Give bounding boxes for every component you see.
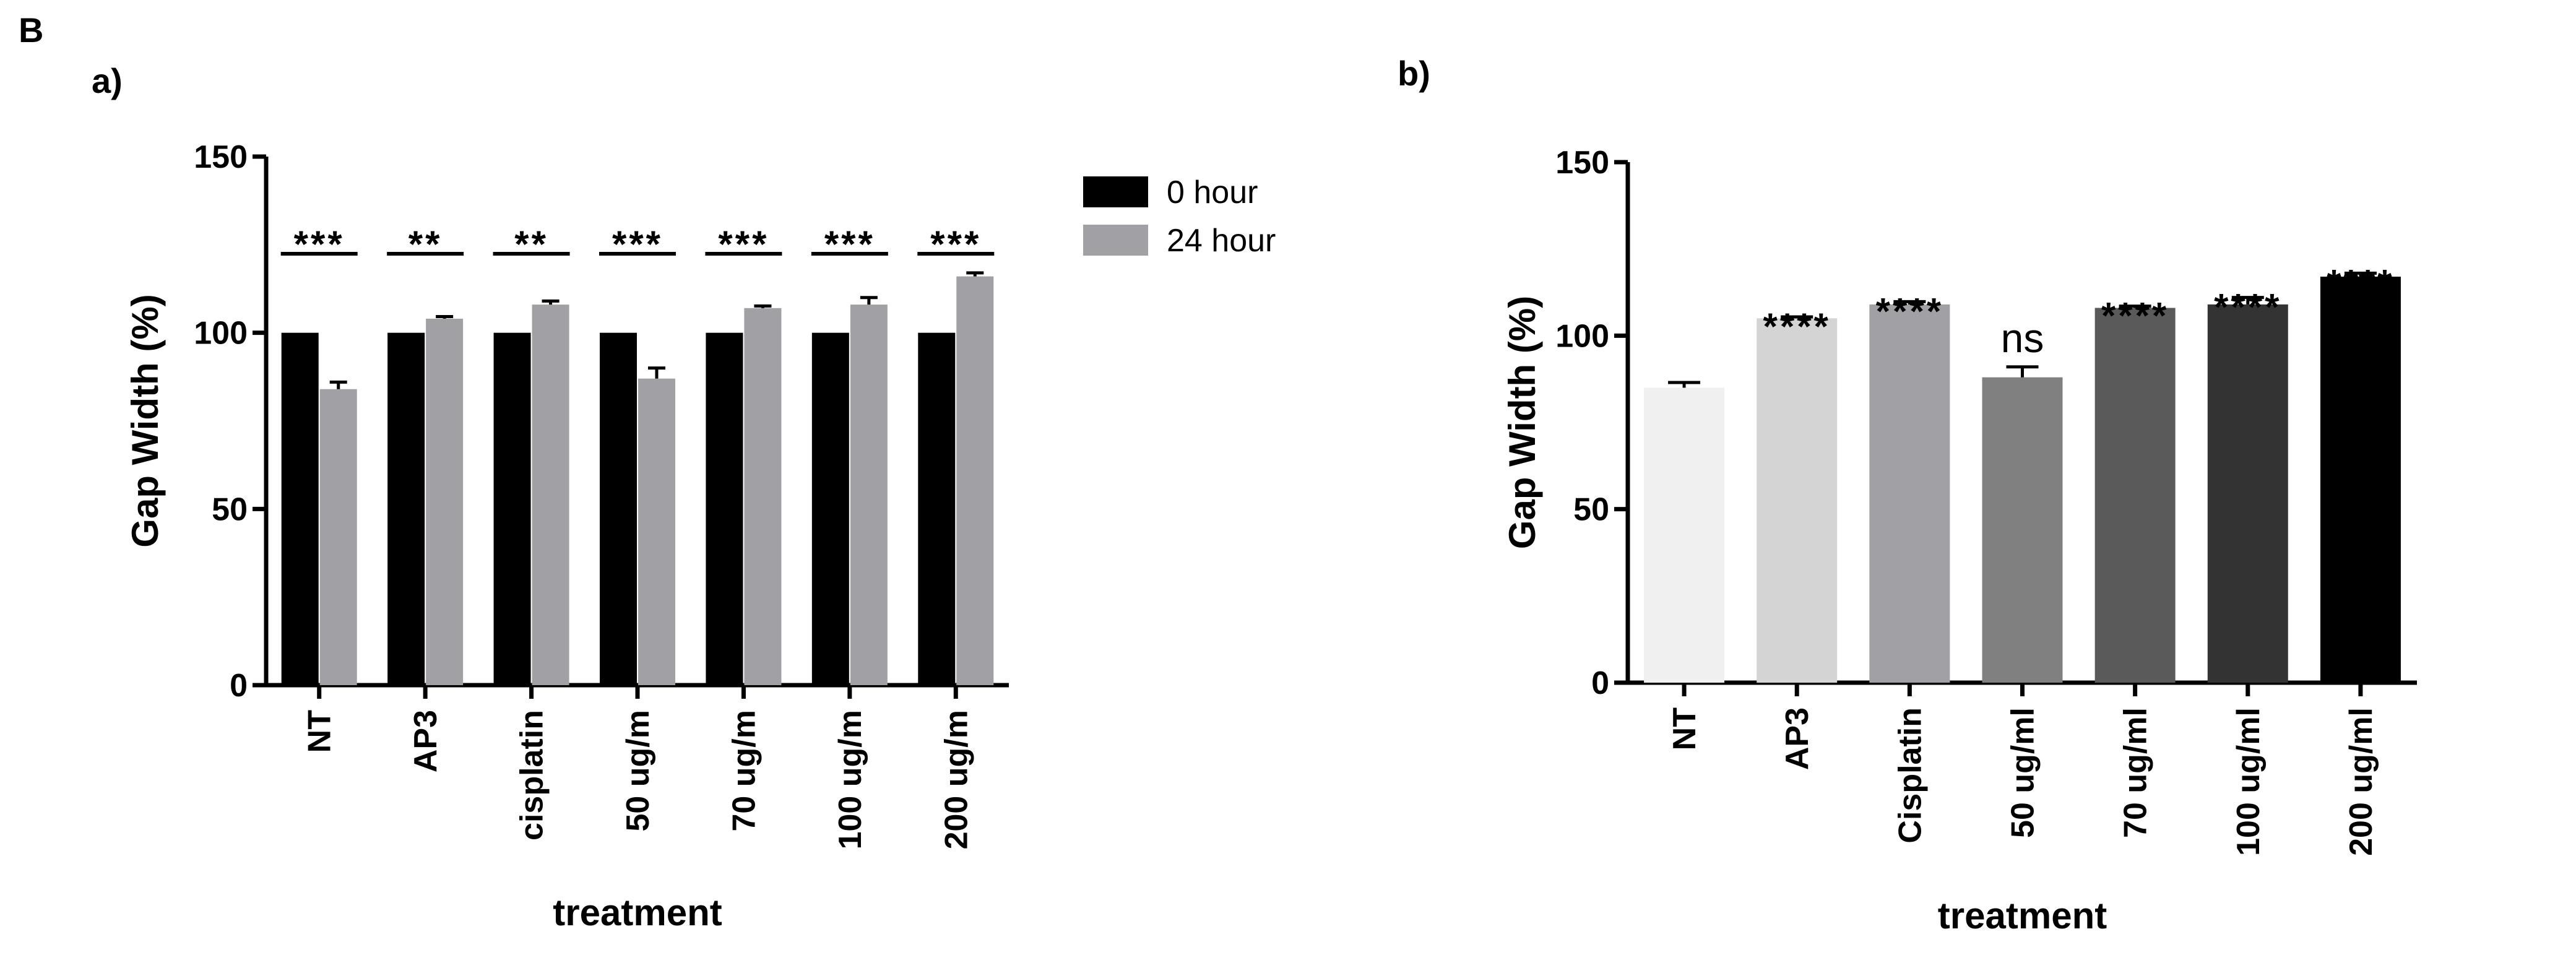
b-significance-label: ns <box>2001 315 2044 361</box>
a-bar-0h <box>918 332 956 685</box>
a-significance-stars: *** <box>824 223 875 265</box>
a-significance-stars: *** <box>930 223 981 265</box>
b-x-tick-label: Cisplatin <box>1892 707 1928 844</box>
a-x-tick-label: 100 ug/m <box>832 710 868 849</box>
b-y-tick-label: 0 <box>1591 665 1609 701</box>
a-bar-0h <box>811 332 849 685</box>
a-bar-0h <box>706 332 743 685</box>
a-significance-stars: ** <box>514 223 548 265</box>
a-bar-0h <box>600 332 637 685</box>
a-bar-24h <box>532 305 569 685</box>
a-bar-24h <box>744 308 782 685</box>
a-bar-24h <box>956 276 994 685</box>
b-significance-label: **** <box>1763 306 1831 347</box>
b-y-tick-label: 50 <box>1573 492 1609 528</box>
b-x-tick-label: NT <box>1667 707 1703 751</box>
a-significance-stars: *** <box>718 223 769 265</box>
a-bar-0h <box>493 332 531 685</box>
b-bar <box>2207 304 2288 683</box>
a-bar-0h <box>281 332 319 685</box>
b-y-tick-label: 100 <box>1555 318 1609 354</box>
b-significance-label: **** <box>2327 262 2394 303</box>
a-bar-24h <box>850 305 888 685</box>
b-significance-label: **** <box>2214 287 2281 328</box>
a-x-tick-label: 50 ug/m <box>620 710 656 832</box>
a-x-axis-title: treatment <box>553 892 722 933</box>
a-significance-stars: *** <box>612 223 663 265</box>
b-x-tick-label: 200 ug/ml <box>2343 707 2379 856</box>
a-legend-label: 24 hour <box>1167 223 1276 259</box>
a-y-tick-label: 0 <box>230 668 248 704</box>
b-x-axis-title: treatment <box>1938 895 2107 936</box>
b-x-tick-label: AP3 <box>1779 707 1815 770</box>
a-y-tick-label: 100 <box>194 316 248 352</box>
b-bar <box>2094 308 2176 683</box>
chart-b: 0 50 100 150 Gap Width (%) treatment NT AP3 ****… <box>1502 145 2417 936</box>
b-x-tick-label: 50 ug/ml <box>2005 707 2041 838</box>
a-significance-stars: ** <box>408 223 443 265</box>
a-bar-24h <box>319 389 357 685</box>
b-x-tick-label: 70 ug/ml <box>2118 707 2154 838</box>
chart-a: 0 50 100 150 Gap Width (%) treatment NT *** AP3 *… <box>124 139 1276 933</box>
b-bar <box>1757 318 1838 683</box>
b-x-tick-label: 100 ug/ml <box>2231 707 2267 856</box>
b-significance-label: **** <box>1876 290 1943 332</box>
b-y-axis-title: Gap Width (%) <box>1502 296 1543 549</box>
a-x-tick-label: 70 ug/m <box>726 710 762 832</box>
b-significance-label: **** <box>2101 295 2169 337</box>
b-bar <box>1644 387 1725 683</box>
a-x-tick-label: 200 ug/m <box>938 710 974 849</box>
panel-a-label: a) <box>92 61 123 100</box>
b-bar <box>1869 304 1950 683</box>
a-y-axis-title: Gap Width (%) <box>124 294 166 547</box>
a-y-tick-label: 150 <box>194 139 248 175</box>
a-x-tick-label: NT <box>302 710 338 753</box>
panel-b-label: b) <box>1398 54 1430 93</box>
a-bar-24h <box>426 318 464 685</box>
b-y-tick-label: 150 <box>1555 145 1609 181</box>
a-legend-swatch <box>1083 225 1148 256</box>
b-bar <box>1982 377 2063 683</box>
a-legend-label: 0 hour <box>1167 175 1258 210</box>
a-y-tick-label: 50 <box>212 491 248 527</box>
a-x-tick-label: cisplatin <box>514 710 550 840</box>
figure-label: B <box>19 11 43 50</box>
a-bar-24h <box>638 378 675 685</box>
b-bar <box>2320 277 2401 683</box>
a-legend-swatch <box>1083 176 1148 207</box>
a-x-tick-label: AP3 <box>408 710 444 772</box>
a-bar-0h <box>387 332 425 685</box>
a-significance-stars: *** <box>294 223 345 265</box>
